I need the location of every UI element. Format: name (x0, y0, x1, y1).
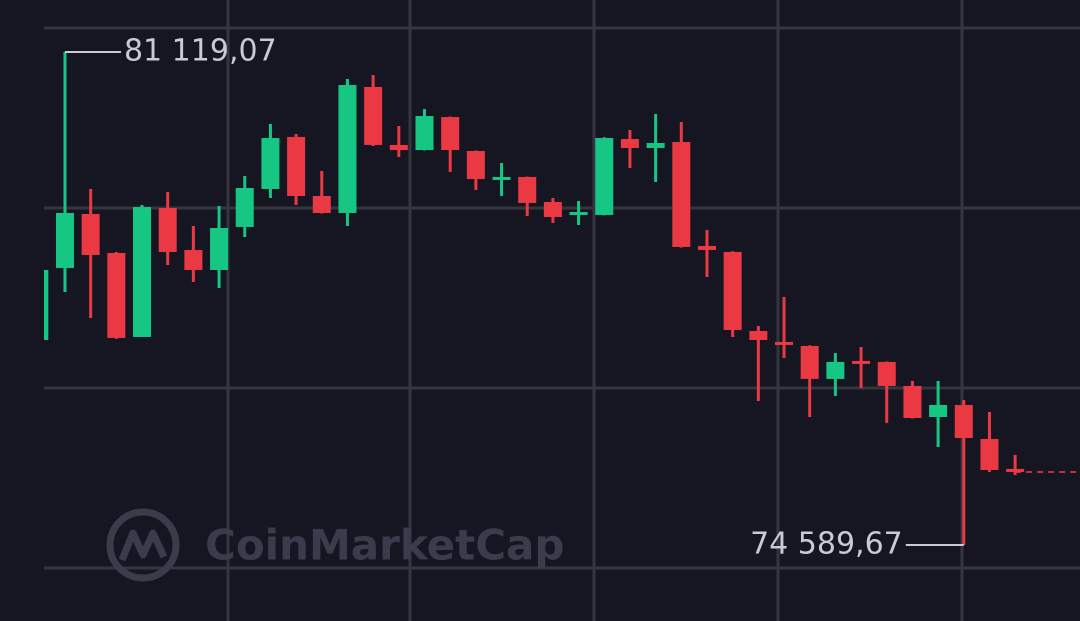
candle-body (775, 341, 794, 345)
candle-body (1006, 468, 1025, 472)
candle-body (466, 151, 485, 180)
candle-body (415, 115, 434, 151)
candle-body (107, 253, 126, 338)
candle-body (646, 142, 665, 148)
candle-body (261, 138, 280, 189)
candle-body (364, 86, 383, 145)
candle-body (672, 142, 691, 247)
candle-body (338, 85, 357, 213)
candle-body (235, 187, 254, 227)
candle-body (543, 201, 562, 217)
candle-body (826, 361, 845, 379)
candle-body (800, 345, 819, 379)
candle-body (877, 361, 896, 386)
candle-body (389, 144, 408, 151)
candle-body (697, 245, 716, 250)
candle-body (620, 138, 639, 148)
candle-body (312, 196, 331, 213)
watermark: CoinMarketCap (205, 521, 564, 570)
candle-body (903, 385, 922, 418)
candle-body (81, 213, 100, 255)
candle-body (749, 330, 768, 340)
candle-body (55, 212, 74, 268)
candle-body (44, 269, 49, 340)
annotations: 81 119,07 74 589,67 (64, 34, 964, 561)
candle-body (723, 251, 742, 331)
candle-body (210, 228, 229, 270)
candle-body (492, 176, 511, 180)
candle-body (595, 138, 614, 215)
low-label: 74 589,67 (750, 526, 903, 561)
grid (44, 0, 1080, 621)
watermark-logo (106, 508, 180, 582)
candle-body (929, 404, 948, 417)
candle-body (980, 438, 999, 470)
high-label: 81 119,07 (124, 34, 277, 69)
candle-body (569, 212, 588, 216)
candle-body (852, 360, 871, 364)
candle-body (518, 176, 537, 204)
candle-body (158, 208, 177, 252)
candle-body (287, 136, 306, 197)
candle-body (133, 207, 152, 337)
candles (44, 52, 1080, 545)
candle-body (954, 404, 973, 438)
candle-body (184, 249, 203, 270)
candle-body (441, 117, 460, 151)
